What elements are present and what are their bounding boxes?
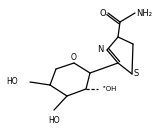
Text: NH₂: NH₂ — [136, 8, 152, 18]
Text: N: N — [98, 45, 104, 55]
Text: O: O — [99, 8, 106, 18]
Text: ''OH: ''OH — [102, 86, 116, 92]
Text: HO: HO — [6, 77, 18, 87]
Text: O: O — [71, 53, 77, 62]
Text: HO: HO — [48, 116, 60, 125]
Text: S: S — [134, 70, 139, 78]
